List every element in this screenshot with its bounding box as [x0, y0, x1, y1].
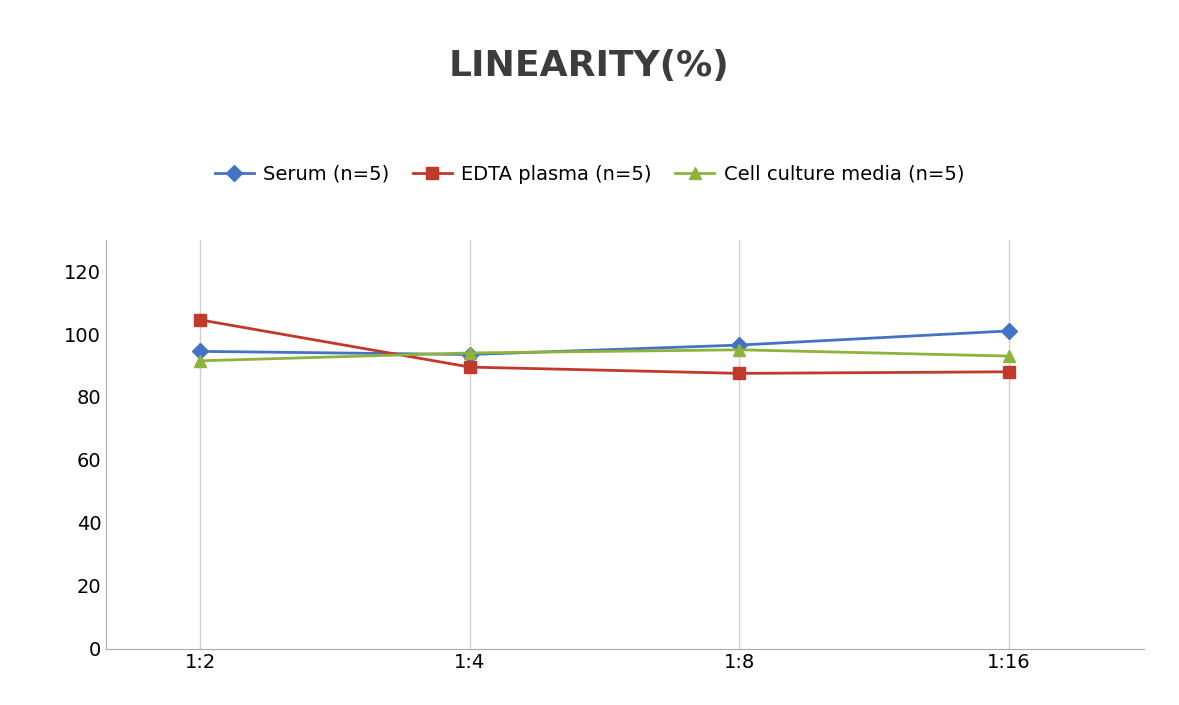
EDTA plasma (n=5)	[1002, 367, 1016, 376]
Serum (n=5)	[732, 341, 746, 349]
Line: Cell culture media (n=5): Cell culture media (n=5)	[195, 343, 1015, 367]
Cell culture media (n=5)	[193, 357, 208, 365]
Serum (n=5)	[463, 350, 477, 359]
Serum (n=5)	[193, 347, 208, 355]
Cell culture media (n=5)	[463, 349, 477, 357]
Cell culture media (n=5)	[732, 345, 746, 354]
Cell culture media (n=5)	[1002, 352, 1016, 360]
Line: Serum (n=5): Serum (n=5)	[195, 326, 1014, 360]
Line: EDTA plasma (n=5): EDTA plasma (n=5)	[195, 314, 1014, 379]
Serum (n=5)	[1002, 326, 1016, 335]
Legend: Serum (n=5), EDTA plasma (n=5), Cell culture media (n=5): Serum (n=5), EDTA plasma (n=5), Cell cul…	[215, 165, 964, 184]
EDTA plasma (n=5)	[193, 316, 208, 324]
EDTA plasma (n=5)	[732, 369, 746, 378]
EDTA plasma (n=5)	[463, 363, 477, 372]
Text: LINEARITY(%): LINEARITY(%)	[449, 49, 730, 83]
